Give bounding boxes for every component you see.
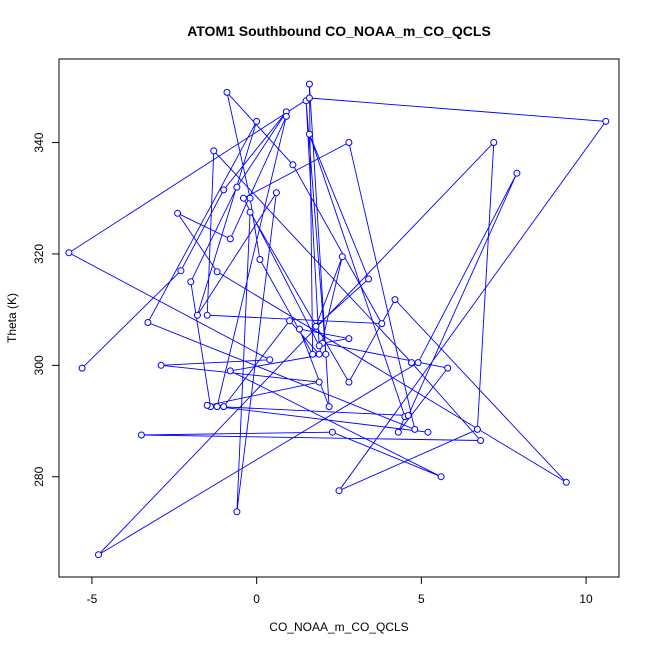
y-tick-label: 300: [32, 355, 46, 375]
data-point: [226, 367, 234, 375]
data-point: [305, 80, 313, 88]
data-point: [322, 350, 330, 358]
data-point: [137, 431, 145, 439]
data-point: [325, 403, 333, 411]
y-tick-label: 320: [32, 244, 46, 264]
data-point: [305, 94, 313, 102]
data-point: [187, 278, 195, 286]
data-point: [256, 256, 264, 263]
data-point: [328, 428, 336, 436]
data-point: [246, 208, 254, 216]
x-tick-label: 5: [418, 592, 425, 606]
data-point: [65, 249, 73, 257]
data-point: [414, 359, 422, 367]
data-point: [312, 322, 320, 330]
data-point: [223, 88, 231, 96]
data-point: [338, 253, 346, 261]
data-point: [335, 487, 343, 495]
data-point: [174, 209, 182, 217]
data-point: [365, 275, 373, 283]
data-point: [513, 169, 521, 177]
data-point: [309, 350, 317, 358]
data-point: [345, 335, 353, 343]
data-point: [282, 112, 290, 120]
data-point: [404, 412, 412, 419]
data-point: [315, 378, 323, 386]
data-point: [253, 117, 261, 125]
data-point: [602, 117, 610, 125]
data-point: [473, 425, 481, 433]
data-point: [394, 428, 402, 436]
data-point: [177, 267, 185, 275]
data-point: [213, 403, 221, 411]
data-point: [233, 508, 241, 516]
data-point: [315, 350, 323, 358]
chart-title: ATOM1 Southbound CO_NOAA_m_CO_QCLS: [187, 23, 491, 39]
x-axis: -5 0 5 10: [87, 577, 593, 606]
data-point: [315, 342, 323, 350]
data-point: [286, 317, 294, 325]
y-tick-label: 280: [32, 466, 46, 486]
data-point: [289, 161, 297, 169]
data-point: [240, 194, 247, 202]
data-point: [220, 186, 228, 194]
data-point: [345, 139, 353, 146]
data-point: [562, 478, 570, 486]
data-point: [408, 359, 415, 367]
data-point: [490, 139, 498, 146]
data-point: [203, 311, 211, 319]
data-point: [233, 183, 241, 191]
data-point: [437, 473, 445, 481]
data-point: [272, 189, 280, 197]
data-point: [411, 425, 419, 433]
y-axis: 280 300 320 340: [32, 132, 59, 487]
data-point: [477, 437, 485, 444]
data-point: [220, 403, 228, 411]
x-tick-label: -5: [87, 592, 98, 606]
data-point: [391, 296, 399, 304]
data-point: [213, 268, 221, 276]
data-point: [157, 361, 165, 369]
data-point: [246, 194, 254, 202]
data-point: [193, 311, 201, 319]
data-point: [296, 325, 303, 333]
x-tick-label: 10: [579, 592, 593, 606]
data-point: [144, 319, 152, 326]
data-point: [78, 364, 86, 372]
data-point: [345, 378, 353, 386]
data-series: [65, 80, 610, 559]
plot-frame: [58, 58, 620, 578]
x-tick-label: 0: [253, 592, 260, 606]
data-point: [210, 147, 218, 155]
data-point: [203, 401, 211, 409]
y-axis-label: Theta (K): [5, 293, 19, 343]
data-point: [424, 428, 432, 436]
x-axis-label: CO_NOAA_m_CO_QCLS: [269, 620, 408, 634]
data-point: [266, 356, 274, 364]
data-point: [305, 130, 313, 138]
data-point: [226, 235, 234, 243]
data-point: [95, 551, 102, 559]
y-tick-label: 340: [32, 132, 46, 152]
data-point: [444, 364, 452, 372]
data-point: [378, 320, 386, 328]
